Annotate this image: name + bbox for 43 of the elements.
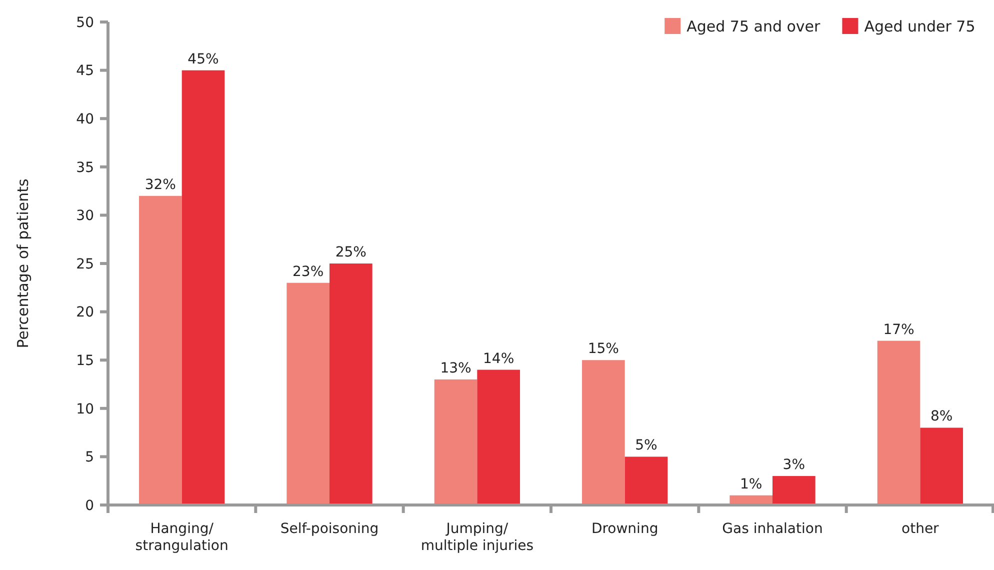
data-label: 13% (440, 360, 472, 376)
y-tick-label: 50 (76, 14, 94, 31)
y-tick-label: 35 (76, 160, 94, 176)
bar (582, 360, 625, 505)
bar (877, 340, 920, 505)
bar (624, 456, 668, 505)
bar (139, 196, 182, 505)
data-label: 45% (188, 51, 219, 68)
y-tick-label: 30 (76, 208, 94, 224)
y-tick-label: 0 (85, 498, 94, 514)
bar (920, 428, 963, 505)
x-tick-label: Gas inhalation (722, 521, 823, 537)
bar (434, 379, 478, 505)
data-label: 3% (782, 457, 806, 474)
y-tick-label: 40 (76, 112, 94, 128)
data-label: 1% (740, 476, 762, 492)
bar (772, 476, 816, 505)
data-label: 23% (292, 264, 324, 280)
y-tick-label: 15 (76, 353, 94, 369)
legend-label: Aged under 75 (864, 17, 976, 36)
data-label: 17% (883, 322, 914, 338)
x-tick-label: other (902, 521, 940, 537)
data-label: 25% (335, 244, 366, 260)
x-tick-label: Drowning (591, 521, 658, 537)
bar (477, 370, 520, 505)
bar (286, 282, 330, 505)
y-axis-title: Percentage of patients (14, 178, 32, 348)
data-label: 15% (588, 341, 619, 358)
y-tick-label: 25 (76, 256, 94, 272)
x-tick-label: Self-poisoning (280, 521, 379, 537)
y-tick-label: 20 (76, 304, 94, 321)
x-tick-label: Jumping/ multiple injuries (420, 521, 534, 554)
x-tick-label: Hanging/ strangulation (135, 521, 228, 554)
y-tick-label: 10 (76, 401, 94, 418)
y-tick-label: 45 (76, 63, 94, 80)
bar (330, 264, 372, 505)
data-label: 32% (144, 176, 176, 193)
bar (182, 70, 225, 505)
data-label: 8% (930, 408, 953, 425)
data-label: 14% (483, 350, 514, 367)
y-tick-label: 5 (85, 450, 94, 466)
legend-label: Aged 75 and over (686, 17, 822, 36)
data-label: 5% (635, 438, 658, 454)
